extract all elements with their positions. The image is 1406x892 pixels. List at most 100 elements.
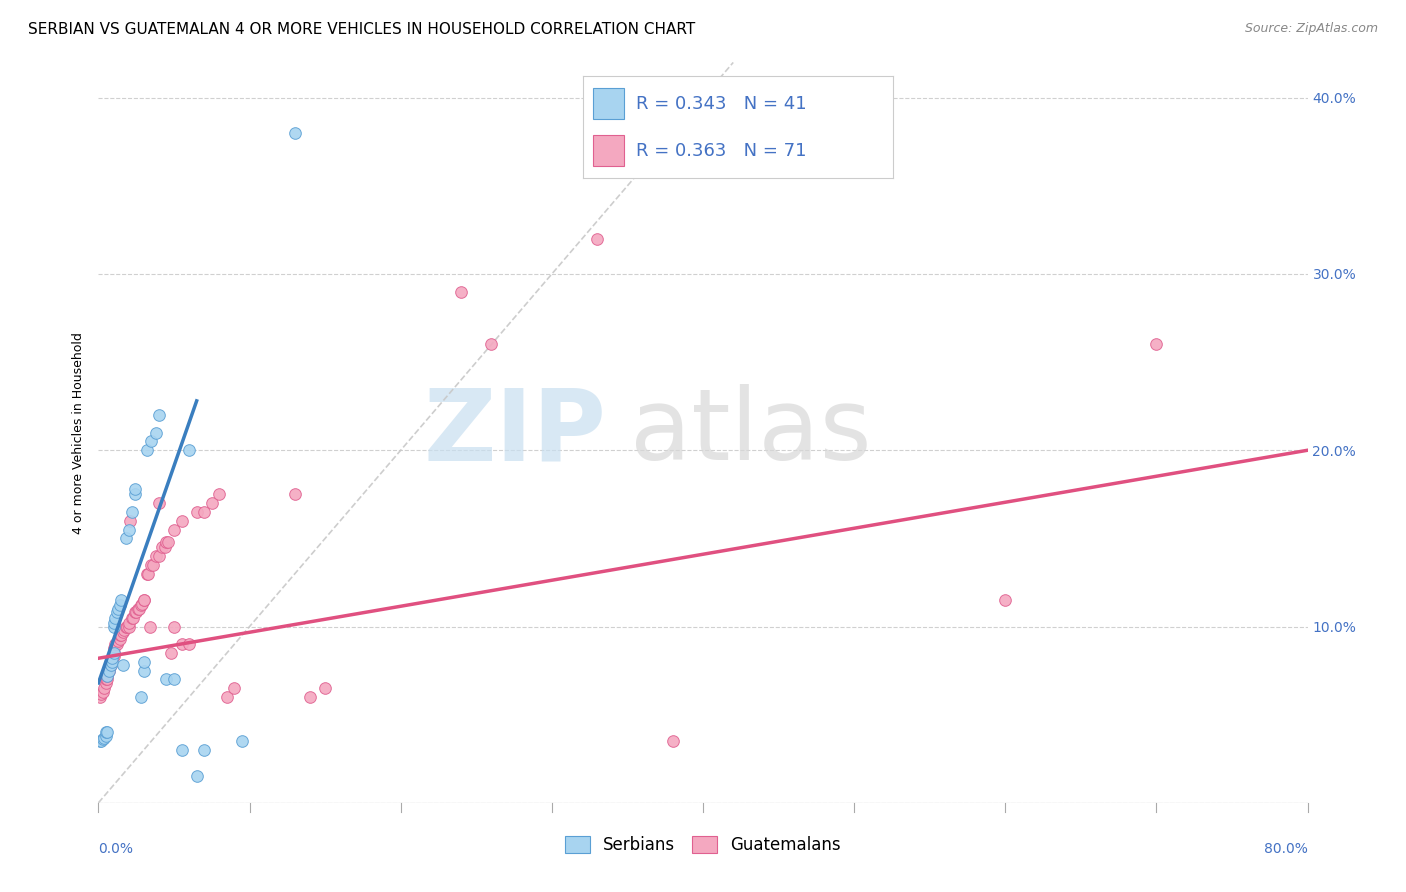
Point xyxy=(131,597,153,611)
Point xyxy=(100,655,122,669)
Point xyxy=(114,532,136,546)
Point xyxy=(118,619,141,633)
Text: SERBIAN VS GUATEMALAN 4 OR MORE VEHICLES IN HOUSEHOLD CORRELATION CHART: SERBIAN VS GUATEMALAN 4 OR MORE VEHICLES… xyxy=(28,22,696,37)
Point xyxy=(89,690,111,704)
Point xyxy=(112,623,135,637)
Point xyxy=(132,593,155,607)
Point xyxy=(128,602,150,616)
Point xyxy=(98,664,121,678)
Point xyxy=(179,637,201,651)
Point xyxy=(114,619,136,633)
Point xyxy=(141,558,163,572)
Point xyxy=(163,619,186,633)
Point xyxy=(101,651,124,665)
Text: Source: ZipAtlas.com: Source: ZipAtlas.com xyxy=(1244,22,1378,36)
Point xyxy=(179,443,201,458)
Point xyxy=(139,619,162,633)
Text: R = 0.363   N = 71: R = 0.363 N = 71 xyxy=(636,142,807,160)
Point xyxy=(193,743,215,757)
Point xyxy=(201,496,224,510)
Point xyxy=(186,505,208,519)
Point xyxy=(103,646,125,660)
Point xyxy=(129,599,152,613)
Point xyxy=(103,646,125,660)
Y-axis label: 4 or more Vehicles in Household: 4 or more Vehicles in Household xyxy=(72,332,86,533)
Point xyxy=(156,535,179,549)
Point xyxy=(108,632,131,646)
Point xyxy=(163,523,186,537)
Text: 0.0%: 0.0% xyxy=(98,841,134,855)
Point xyxy=(100,658,122,673)
Point xyxy=(994,593,1017,607)
Point xyxy=(148,408,170,422)
Point xyxy=(96,669,118,683)
Point xyxy=(120,514,142,528)
Point xyxy=(148,549,170,563)
Point xyxy=(115,619,138,633)
Text: 80.0%: 80.0% xyxy=(1264,841,1308,855)
Point xyxy=(121,610,143,624)
Point xyxy=(103,640,125,655)
Point xyxy=(170,637,193,651)
Point xyxy=(94,676,117,690)
Point xyxy=(110,628,132,642)
Point xyxy=(224,681,246,696)
Point xyxy=(231,734,253,748)
Point xyxy=(94,673,117,687)
Point xyxy=(103,615,125,630)
Point xyxy=(96,673,118,687)
Point xyxy=(127,602,149,616)
Point xyxy=(208,487,231,501)
Point xyxy=(148,496,170,510)
Point xyxy=(94,729,117,743)
Point xyxy=(104,610,127,624)
Point xyxy=(93,681,115,696)
Point xyxy=(124,606,146,620)
Point xyxy=(96,669,118,683)
Point xyxy=(122,610,145,624)
Point xyxy=(125,606,148,620)
Point xyxy=(105,637,128,651)
Point xyxy=(107,633,129,648)
Point xyxy=(118,615,141,630)
Point xyxy=(193,505,215,519)
Point xyxy=(108,628,131,642)
Point xyxy=(186,769,208,783)
Point xyxy=(145,549,167,563)
Point xyxy=(91,732,114,747)
Text: ZIP: ZIP xyxy=(423,384,606,481)
Point xyxy=(481,337,503,351)
Point xyxy=(111,624,134,639)
Text: atlas: atlas xyxy=(630,384,872,481)
Point xyxy=(136,566,159,581)
Point xyxy=(124,482,146,496)
Point xyxy=(98,664,121,678)
Point xyxy=(170,743,193,757)
Point xyxy=(215,690,238,704)
Point xyxy=(91,685,114,699)
Point xyxy=(135,566,157,581)
Point xyxy=(89,734,111,748)
Point xyxy=(141,434,163,449)
Point xyxy=(90,686,112,700)
Point xyxy=(121,505,143,519)
Point xyxy=(105,606,128,620)
Point xyxy=(111,658,134,673)
Point xyxy=(132,593,155,607)
FancyBboxPatch shape xyxy=(593,88,624,119)
Point xyxy=(129,690,152,704)
Point xyxy=(101,651,124,665)
Text: R = 0.343   N = 41: R = 0.343 N = 41 xyxy=(636,95,807,112)
Point xyxy=(155,535,177,549)
Point xyxy=(124,487,146,501)
Point xyxy=(284,487,307,501)
Point xyxy=(150,540,173,554)
Point xyxy=(299,690,322,704)
Point xyxy=(132,664,155,678)
Point xyxy=(101,655,124,669)
Point xyxy=(108,599,131,613)
Point xyxy=(160,646,183,660)
Point xyxy=(163,673,186,687)
Point xyxy=(103,649,125,664)
Point xyxy=(96,725,118,739)
